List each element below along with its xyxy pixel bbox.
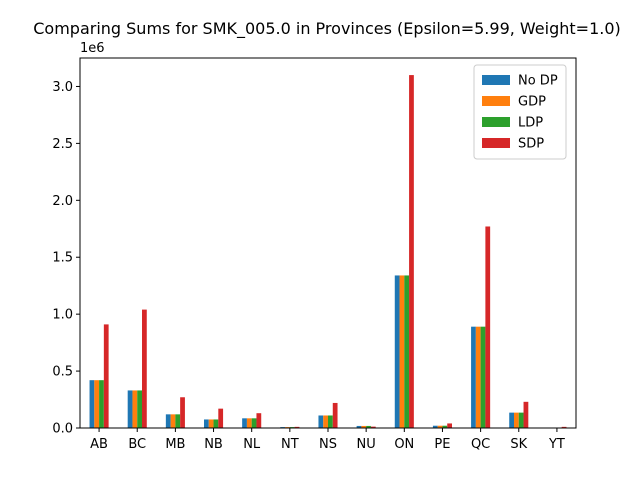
chart-title: Comparing Sums for SMK_005.0 in Province… (33, 19, 621, 39)
legend-swatch-no-dp (482, 75, 510, 85)
bar-sdp-sk (523, 401, 529, 428)
bar-gdp-ab (94, 380, 100, 428)
y-tick-label: 1.0 (52, 308, 73, 323)
bar-no-dp-on (394, 275, 400, 428)
bar-ldp-qc (480, 326, 486, 428)
bar-no-dp-qc (471, 326, 476, 428)
y-tick-label: 0.5 (52, 365, 73, 380)
bar-ldp-nb (213, 419, 219, 428)
bar-sdp-nl (256, 413, 262, 428)
bar-gdp-sk (514, 412, 519, 428)
x-tick-label: NS (319, 437, 337, 452)
y-axis-ticks: 0.0 0.5 1.0 1.5 2.0 2.5 3.0 (52, 80, 80, 437)
bar-sdp-on (409, 75, 414, 428)
bar-gdp-nu (361, 425, 367, 428)
bar-gdp-nb (208, 419, 214, 428)
x-tick-label: NU (357, 437, 376, 452)
bar-no-dp-bc (127, 390, 133, 428)
y-tick-label: 0.0 (52, 422, 73, 437)
legend-label: GDP (518, 95, 546, 110)
y-tick-label: 2.5 (52, 137, 73, 152)
bar-gdp-mb (170, 414, 176, 428)
legend-swatch-gdp (482, 96, 510, 106)
legend-box (473, 64, 567, 160)
bar-no-dp-pe (432, 425, 438, 428)
x-tick-label: AB (90, 437, 108, 452)
bar-ldp-nl (251, 418, 257, 428)
legend-label: SDP (518, 137, 544, 152)
bar-gdp-bc (132, 390, 138, 428)
bar-gdp-nl (246, 418, 252, 428)
bar-ldp-ab (99, 380, 104, 428)
x-tick-label: QC (471, 437, 490, 452)
bar-sdp-yt (561, 426, 567, 428)
x-tick-label: NL (243, 437, 261, 452)
bars-group (89, 75, 567, 428)
bar-gdp-pe (437, 425, 443, 428)
plot-frame (79, 57, 577, 429)
bar-sdp-nu (370, 426, 376, 428)
bar-ldp-bc (137, 390, 142, 428)
y-axis-scale-label: 1e6 (80, 41, 105, 56)
x-tick-label: SK (510, 437, 527, 452)
bar-ldp-sk (518, 412, 524, 428)
x-tick-label: MB (165, 437, 185, 452)
y-tick-label: 2.0 (52, 194, 73, 209)
bar-no-dp-ab (89, 380, 95, 428)
bar-ldp-pe (442, 425, 448, 428)
legend: No DP GDP LDP SDP (473, 64, 567, 160)
bar-sdp-nt (294, 426, 300, 428)
x-tick-label: ON (394, 437, 414, 452)
x-axis-ticks: AB BC MB NB NL NT NS NU ON PE QC SK YT (90, 428, 565, 452)
bar-no-dp-nb (204, 419, 209, 428)
bar-no-dp-nl (242, 418, 247, 428)
bar-gdp-qc (475, 326, 481, 428)
legend-swatch-sdp (482, 138, 510, 148)
bar-sdp-qc (485, 226, 491, 428)
y-tick-label: 1.5 (52, 251, 73, 266)
bar-sdp-bc (142, 309, 147, 428)
x-tick-label: NT (281, 437, 299, 452)
x-tick-label: NB (204, 437, 223, 452)
bar-sdp-ns (332, 402, 338, 428)
bar-no-dp-ns (318, 415, 324, 428)
bar-sdp-mb (180, 397, 185, 428)
bar-ldp-on (404, 275, 410, 428)
legend-label: No DP (518, 74, 558, 89)
legend-swatch-ldp (482, 117, 510, 127)
x-tick-label: BC (128, 437, 146, 452)
bar-sdp-nb (218, 408, 224, 428)
bar-no-dp-sk (509, 412, 514, 428)
x-tick-label: PE (434, 437, 450, 452)
y-tick-label: 3.0 (52, 80, 73, 95)
bar-gdp-on (399, 275, 405, 428)
bar-no-dp-mb (165, 414, 171, 428)
legend-label: LDP (518, 116, 543, 131)
bar-ldp-ns (328, 415, 333, 428)
bar-ldp-mb (175, 414, 181, 428)
bar-sdp-pe (447, 423, 452, 428)
bar-gdp-ns (323, 415, 328, 428)
bar-no-dp-nu (356, 425, 362, 428)
bar-sdp-ab (103, 324, 109, 428)
bar-ldp-nu (366, 425, 371, 428)
x-tick-label: YT (548, 437, 565, 452)
